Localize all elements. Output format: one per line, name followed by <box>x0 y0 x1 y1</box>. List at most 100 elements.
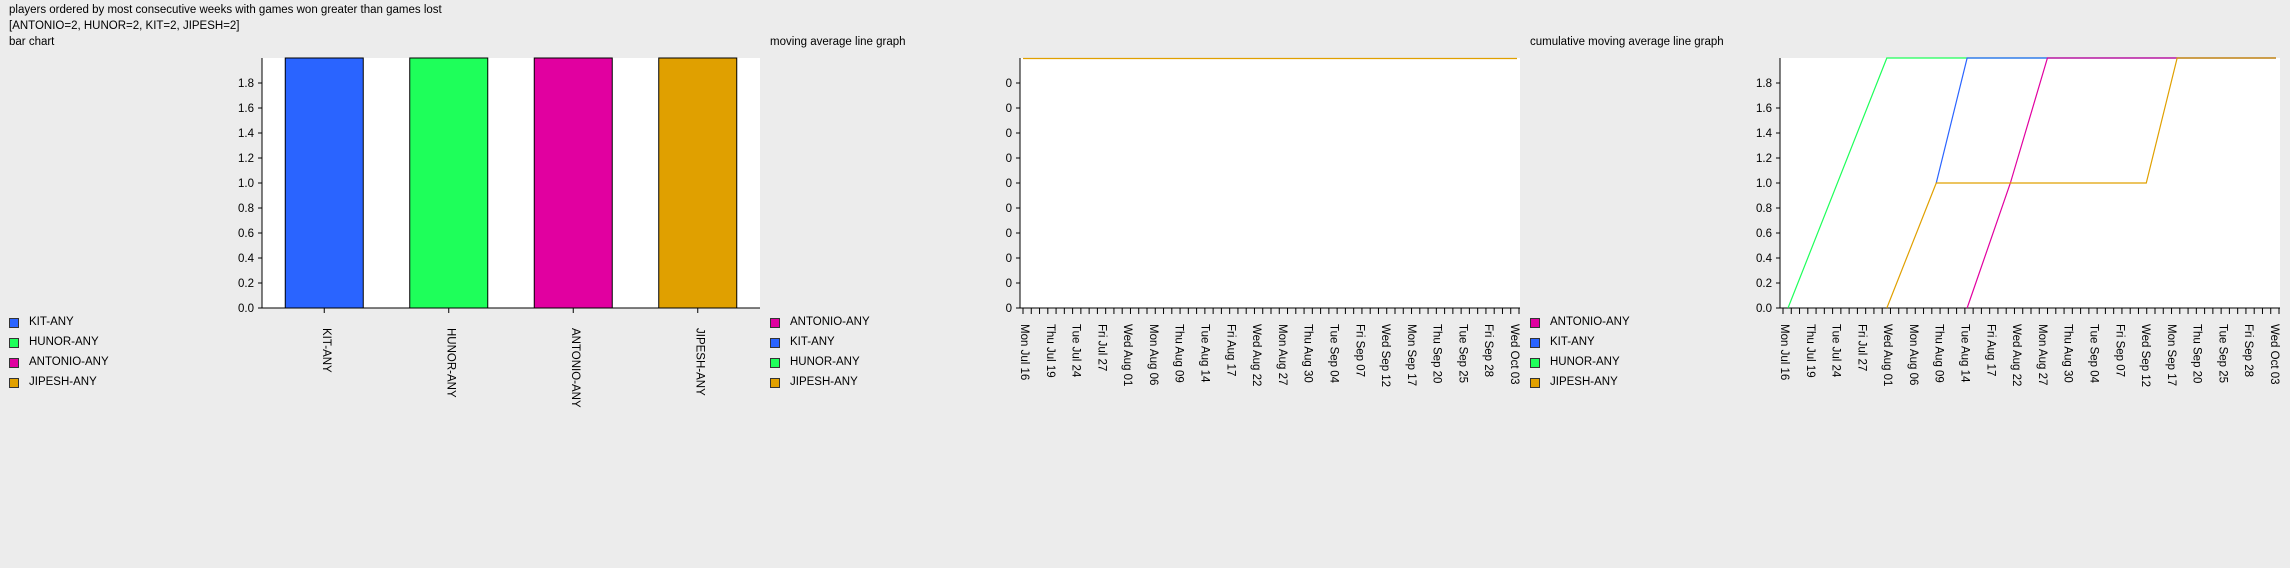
cma-y-tick-label: 1.4 <box>1756 128 1773 140</box>
legend-label: JIPESH-ANY <box>1550 376 1618 388</box>
cma-x-tick-label: Wed Sep 12 <box>2139 324 2151 387</box>
ma-x-tick-label: Wed Oct 03 <box>1508 324 1520 385</box>
ma-y-tick-label: 0 <box>1006 303 1012 315</box>
bar-hunor-any <box>409 57 489 309</box>
bar-y-tick-label: 0.2 <box>238 278 254 290</box>
cma-x-tick-label: Wed Aug 01 <box>1881 324 1893 386</box>
cma-x-tick-label: Tue Aug 14 <box>1959 324 1971 383</box>
bar-y-tick-label: 1.4 <box>238 128 255 140</box>
cma-x-tick-label: Fri Sep 28 <box>2242 324 2254 377</box>
legend-label: KIT-ANY <box>1550 336 1595 348</box>
ma-x-tick-label: Mon Jul 16 <box>1018 324 1030 380</box>
legend-label: ANTONIO-ANY <box>29 356 109 368</box>
ma-x-tick-label: Thu Aug 09 <box>1173 324 1185 383</box>
legend-label: ANTONIO-ANY <box>790 316 870 328</box>
bar-y-tick-label: 1.0 <box>238 178 254 190</box>
cma-x-tick-label: Thu Aug 30 <box>2062 324 2074 383</box>
cma-x-tick-label: Thu Aug 09 <box>1933 324 1945 383</box>
cma-y-tick-label: 0.2 <box>1756 278 1772 290</box>
bar-y-tick-label: 0.6 <box>238 228 254 240</box>
bar-x-tick-label: ANTONIO-ANY <box>569 328 581 408</box>
legend-swatch <box>770 378 780 388</box>
cma-x-tick-label: Wed Oct 03 <box>2268 324 2280 385</box>
ma-x-tick-label: Wed Aug 01 <box>1121 324 1133 386</box>
legend-label: HUNOR-ANY <box>29 336 99 348</box>
bar-chart-label: bar chart <box>9 36 55 48</box>
bar-y-tick-label: 1.8 <box>238 78 254 90</box>
ma-x-tick-label: Tue Sep 04 <box>1327 324 1339 384</box>
cma-y-tick-label: 1.8 <box>1756 78 1772 90</box>
bar-x-tick-label: HUNOR-ANY <box>445 328 457 398</box>
legend-swatch <box>1530 338 1540 348</box>
cma-x-tick-label: Mon Jul 16 <box>1778 324 1790 380</box>
legend-swatch <box>9 378 19 388</box>
legend-label: ANTONIO-ANY <box>1550 316 1630 328</box>
cma-y-tick-label: 0.0 <box>1756 303 1772 315</box>
cma-x-tick-label: Mon Aug 06 <box>1907 324 1919 385</box>
ma-x-tick-label: Wed Sep 12 <box>1379 324 1391 387</box>
bar-y-tick-label: 1.6 <box>238 103 254 115</box>
cumulative-moving-average-label: cumulative moving average line graph <box>1530 36 1724 48</box>
report-summary: [ANTONIO=2, HUNOR=2, KIT=2, JIPESH=2] <box>9 20 240 32</box>
ma-x-tick-label: Mon Aug 27 <box>1276 324 1288 385</box>
legend-swatch <box>1530 358 1540 368</box>
bar-y-tick-label: 0.0 <box>238 303 254 315</box>
legend-swatch <box>1530 378 1540 388</box>
ma-y-tick-label: 0 <box>1006 78 1012 90</box>
legend-swatch <box>770 318 780 328</box>
cma-series-jipesh-any <box>1886 57 2276 309</box>
cma-y-tick-label: 1.6 <box>1756 103 1772 115</box>
cma-y-tick-label: 1.2 <box>1756 153 1772 165</box>
cma-x-tick-label: Thu Sep 20 <box>2191 324 2203 383</box>
legend-label: HUNOR-ANY <box>1550 356 1620 368</box>
bar-jipesh-any <box>658 57 738 309</box>
legend-swatch <box>770 358 780 368</box>
ma-x-tick-label: Thu Jul 19 <box>1044 324 1056 378</box>
ma-x-tick-label: Thu Aug 30 <box>1302 324 1314 383</box>
cma-y-tick-label: 0.6 <box>1756 228 1772 240</box>
ma-x-tick-label: Wed Aug 22 <box>1250 324 1262 386</box>
ma-x-tick-label: Mon Aug 06 <box>1147 324 1159 385</box>
ma-x-tick-label: Tue Aug 14 <box>1199 324 1211 383</box>
ma-y-tick-label: 0 <box>1006 103 1012 115</box>
ma-y-tick-label: 0 <box>1006 253 1012 265</box>
cma-x-tick-label: Tue Jul 24 <box>1830 324 1842 378</box>
ma-x-tick-label: Fri Sep 07 <box>1353 324 1365 377</box>
ma-plot-area <box>1020 58 1520 308</box>
legend-label: KIT-ANY <box>29 316 74 328</box>
legend-label: KIT-ANY <box>790 336 835 348</box>
cma-x-tick-label: Fri Sep 07 <box>2113 324 2125 377</box>
cma-x-tick-label: Mon Aug 27 <box>2036 324 2048 385</box>
report-title: players ordered by most consecutive week… <box>9 4 442 16</box>
ma-x-tick-label: Tue Jul 24 <box>1070 324 1082 378</box>
legend-swatch <box>770 338 780 348</box>
legend-label: HUNOR-ANY <box>790 356 860 368</box>
legend-swatch <box>9 358 19 368</box>
ma-x-tick-label: Fri Sep 28 <box>1482 324 1494 377</box>
cma-x-tick-label: Fri Aug 17 <box>1984 324 1996 376</box>
cma-y-tick-label: 1.0 <box>1756 178 1772 190</box>
ma-x-tick-label: Tue Sep 25 <box>1456 324 1468 383</box>
ma-x-tick-label: Mon Sep 17 <box>1405 324 1417 386</box>
cma-x-tick-label: Mon Sep 17 <box>2165 324 2177 386</box>
legend-swatch <box>1530 318 1540 328</box>
ma-y-tick-label: 0 <box>1006 153 1012 165</box>
bar-x-tick-label: JIPESH-ANY <box>694 328 706 396</box>
moving-average-label: moving average line graph <box>770 36 906 48</box>
cma-x-tick-label: Tue Sep 04 <box>2087 324 2099 384</box>
legend-label: JIPESH-ANY <box>29 376 97 388</box>
ma-y-tick-label: 0 <box>1006 178 1012 190</box>
cma-x-tick-label: Thu Jul 19 <box>1804 324 1816 378</box>
bar-y-tick-label: 1.2 <box>238 153 254 165</box>
ma-y-tick-label: 0 <box>1006 278 1012 290</box>
bar-y-tick-label: 0.4 <box>238 253 255 265</box>
legend-swatch <box>9 338 19 348</box>
bar-kit-any <box>284 57 364 309</box>
cma-y-tick-label: 0.4 <box>1756 253 1773 265</box>
bar-antonio-any <box>533 57 613 309</box>
cma-x-tick-label: Wed Aug 22 <box>2010 324 2022 386</box>
legend-swatch <box>9 318 19 328</box>
ma-x-tick-label: Thu Sep 20 <box>1431 324 1443 383</box>
